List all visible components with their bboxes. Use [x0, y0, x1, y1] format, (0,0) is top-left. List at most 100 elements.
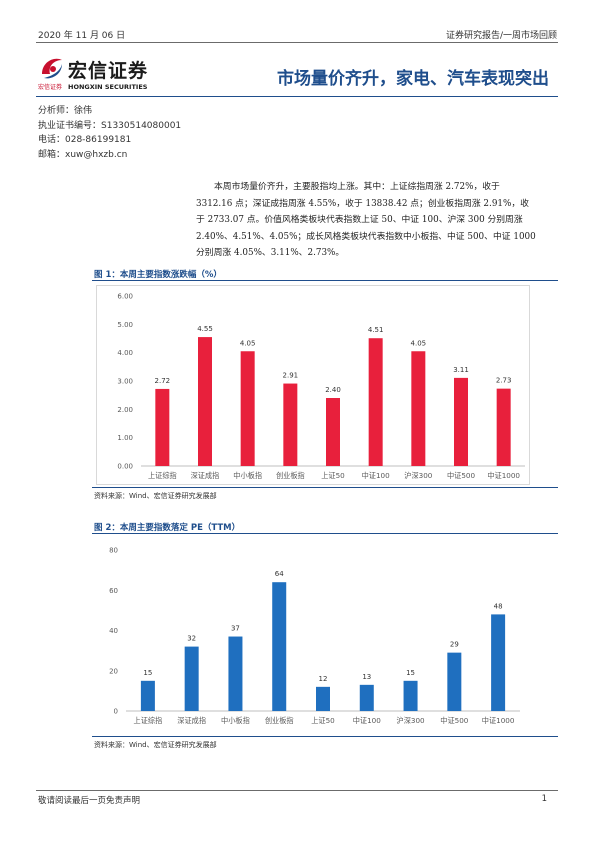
- y-tick-label: 0: [114, 708, 118, 716]
- analyst-info: 分析师：徐伟 执业证书编号：S1330514080001 电话：028-8619…: [38, 104, 181, 162]
- y-tick-label: 60: [109, 587, 118, 595]
- bar: [491, 614, 506, 711]
- bar: [496, 388, 511, 466]
- figure1-top-rule: [92, 280, 558, 281]
- x-tick-label: 中小板指: [233, 471, 262, 480]
- data-label: 3.11: [453, 366, 469, 374]
- x-tick-label: 中证100: [362, 471, 391, 480]
- summary-line: 本周市场量价齐升，主要股指均上涨。其中：上证综指周涨 2.72%，收于: [214, 182, 500, 192]
- analyst-cert: 执业证书编号：S1330514080001: [38, 120, 182, 131]
- bar: [184, 646, 199, 711]
- bar: [359, 684, 374, 711]
- x-tick-label: 中小板指: [221, 716, 250, 725]
- footer-rule: [36, 790, 558, 791]
- bar: [155, 388, 170, 466]
- y-tick-label: 4.00: [117, 349, 133, 357]
- x-tick-label: 中证1000: [487, 471, 520, 480]
- data-label: 64: [275, 570, 284, 578]
- y-tick-label: 6.00: [117, 293, 133, 301]
- figure1-source: 资料来源：Wind、宏信证券研究发展部: [94, 492, 217, 500]
- x-tick-label: 中证1000: [482, 716, 515, 725]
- x-tick-label: 上证综指: [134, 716, 163, 725]
- bar: [454, 377, 468, 466]
- x-tick-label: 深证成指: [177, 716, 206, 725]
- figure2-chart: 0 20 40 60 80 15 上证综指 32 深证成指 37 中小板指 64 创业板指 12 上证50 1…: [109, 547, 520, 725]
- summary-line: 3312.16 点；深证成指周涨 4.55%，收于 13838.42 点；创业板…: [196, 198, 529, 209]
- bar: [240, 351, 255, 466]
- data-label: 29: [450, 641, 459, 649]
- x-tick-label: 创业板指: [265, 716, 294, 725]
- summary-paragraph: 本周市场量价齐升，主要股指均上涨。其中：上证综指周涨 2.72%，收于 3312…: [196, 179, 560, 262]
- figure2-top-rule: [92, 533, 558, 534]
- y-tick-label: 1.00: [117, 434, 133, 442]
- figure1-title: 图 1：本周主要指数涨跌幅（%）: [94, 270, 222, 280]
- figure1-bottom-rule: [92, 487, 558, 488]
- bar: [447, 652, 462, 711]
- figure2-source: 资料来源：Wind、宏信证券研究发展部: [94, 741, 217, 749]
- bar: [283, 383, 298, 466]
- x-tick-label: 沪深300: [397, 716, 426, 725]
- bar: [368, 338, 383, 466]
- summary-line: 分别周涨 4.05%、3.11%、2.73%。: [196, 248, 345, 258]
- bar: [198, 337, 212, 466]
- data-label: 12: [319, 675, 328, 683]
- analyst-phone: 电话：028-86199181: [38, 135, 132, 145]
- analyst-email: 邮箱：xuw@hxzb.cn: [38, 149, 128, 160]
- report-type: 证券研究报告/一周市场回顾: [445, 31, 557, 41]
- report-date: 2020 年 11 月 06 日: [38, 31, 126, 41]
- bar: [326, 398, 340, 466]
- x-tick-label: 创业板指: [276, 471, 305, 480]
- x-tick-label: 上证50: [321, 471, 345, 480]
- page-title: 市场量价齐升，家电、汽车表现突出: [277, 69, 549, 89]
- footer-disclaimer: 敬请阅读最后一页免责声明: [38, 796, 141, 806]
- data-label: 4.51: [368, 326, 384, 334]
- data-label: 37: [231, 625, 240, 633]
- data-label: 2.40: [325, 386, 341, 394]
- figure1-frame: 0.00 1.00 2.00 3.00 4.00 5.00 6.00 2.72 上证综指 4.55…: [96, 285, 530, 485]
- page-number: 1: [541, 794, 547, 804]
- bar: [228, 636, 243, 711]
- title-rule: [36, 96, 558, 97]
- summary-line: 2.40%、4.51%、4.05%；成长风格类板块代表指数中小板指、中证 500…: [196, 231, 536, 242]
- data-label: 48: [494, 602, 503, 610]
- summary-line: 于 2733.07 点。价值风格类板块代表指数上证 50、中证 100、沪深 3…: [196, 215, 523, 225]
- figure2-frame: 0 20 40 60 80 15 上证综指 32 深证成指 37 中小板指 64 创业板指 12 上证50 1…: [96, 538, 528, 734]
- analyst-name: 分析师：徐伟: [38, 106, 93, 116]
- y-tick-label: 5.00: [117, 321, 133, 329]
- hongxin-logo-icon: [42, 58, 62, 79]
- data-label: 32: [187, 635, 196, 643]
- x-tick-label: 中证500: [440, 716, 469, 725]
- figure2-title: 图 2：本周主要指数落定 PE（TTM）: [94, 523, 241, 533]
- x-tick-label: 中证100: [353, 716, 382, 725]
- data-label: 4.05: [411, 339, 427, 347]
- x-tick-label: 深证成指: [191, 471, 220, 480]
- logo-name-cn: 宏信证券: [68, 60, 149, 82]
- x-tick-label: 上证综指: [148, 471, 177, 480]
- data-label: 2.73: [496, 377, 512, 385]
- bar: [272, 582, 287, 711]
- y-tick-label: 0.00: [117, 463, 133, 471]
- y-tick-label: 2.00: [117, 406, 133, 414]
- bar: [403, 680, 418, 711]
- logo-name-en: HONGXIN SECURITIES: [68, 83, 148, 91]
- x-tick-label: 上证50: [311, 716, 335, 725]
- bar: [140, 680, 155, 711]
- bar: [316, 686, 330, 711]
- figure2-bottom-rule: [92, 736, 558, 737]
- figure1-chart: 0.00 1.00 2.00 3.00 4.00 5.00 6.00 2.72 上证综指 4.55…: [117, 293, 525, 480]
- data-label: 15: [143, 669, 152, 677]
- bar: [411, 351, 426, 466]
- header-rule: [36, 42, 558, 43]
- company-logo: 宏信证券 宏信证券 HONGXIN SECURITIES: [38, 52, 158, 92]
- data-label: 13: [362, 673, 371, 681]
- logo-small-cn: 宏信证券: [38, 84, 63, 91]
- data-label: 4.05: [240, 339, 256, 347]
- data-label: 4.55: [197, 325, 213, 333]
- data-label: 2.91: [283, 372, 299, 380]
- data-label: 15: [406, 669, 415, 677]
- y-tick-label: 20: [109, 667, 118, 675]
- y-tick-label: 3.00: [117, 378, 133, 386]
- y-tick-label: 80: [109, 547, 118, 555]
- y-tick-label: 40: [109, 627, 118, 635]
- x-tick-label: 中证500: [447, 471, 476, 480]
